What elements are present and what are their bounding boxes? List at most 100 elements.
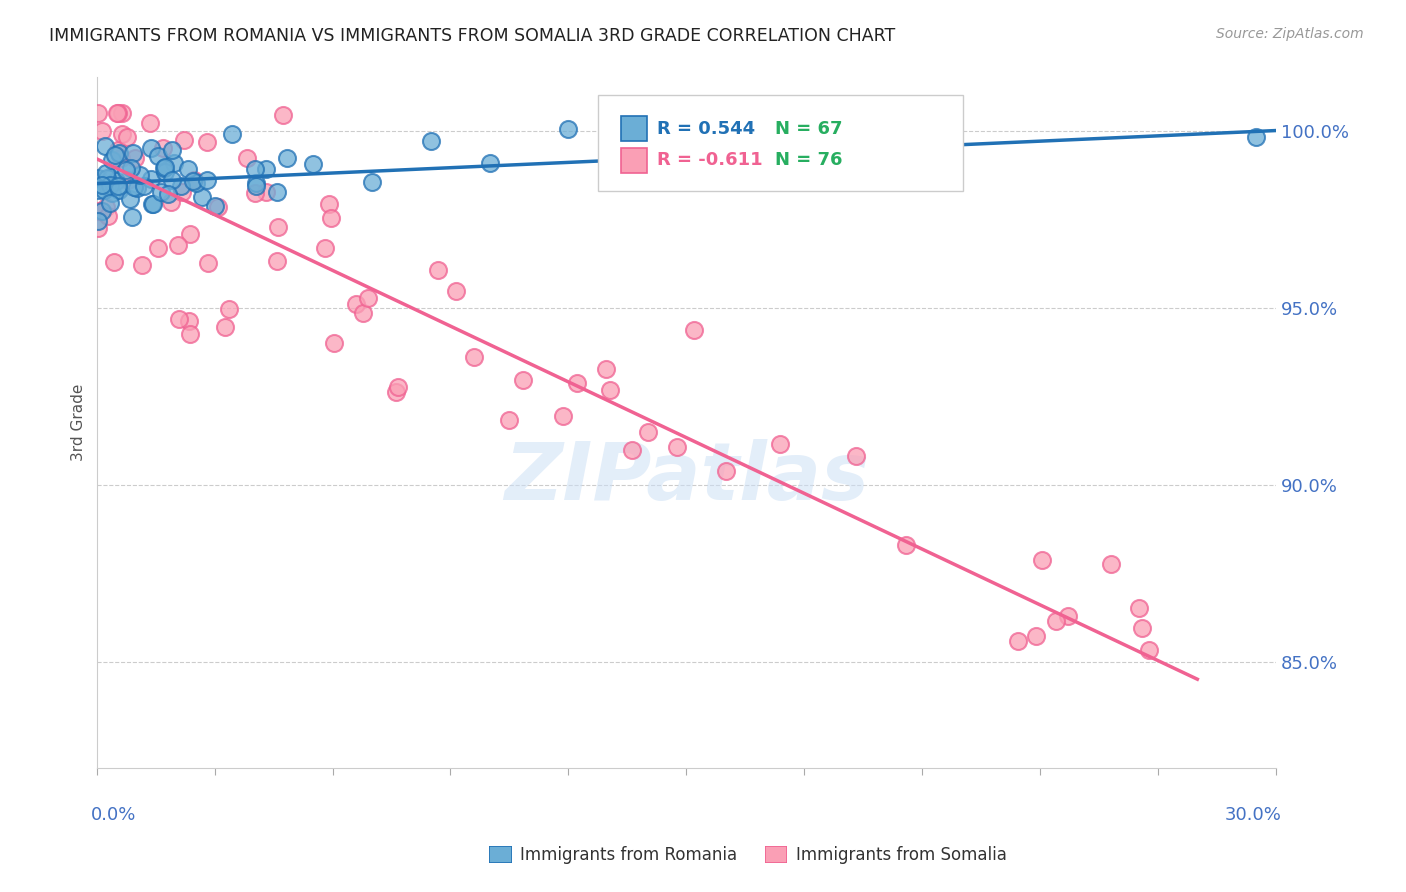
Point [94, 139, 117, 153]
Text: R = 0.544: R = 0.544 [657, 120, 755, 137]
Point [845, 449, 868, 463]
Point [122, 145, 145, 160]
Text: 30.0%: 30.0% [1225, 805, 1282, 823]
Point [478, 156, 501, 170]
Text: Immigrants from Romania: Immigrants from Romania [520, 846, 737, 863]
Point [149, 186, 172, 200]
Point [551, 409, 574, 423]
Point [599, 383, 621, 397]
Point [153, 161, 176, 175]
Point [87, 183, 110, 197]
Point [87, 213, 110, 227]
Text: Source: ZipAtlas.com: Source: ZipAtlas.com [1216, 27, 1364, 41]
Point [191, 190, 214, 204]
Point [146, 241, 169, 255]
Text: R = -0.611: R = -0.611 [657, 152, 762, 169]
Point [132, 178, 155, 193]
Point [1007, 634, 1029, 648]
Point [267, 220, 290, 235]
Point [498, 413, 520, 427]
Point [115, 130, 138, 145]
Point [595, 362, 617, 376]
Point [666, 440, 689, 454]
Point [98, 196, 121, 211]
Point [141, 172, 163, 186]
Text: 0.0%: 0.0% [91, 805, 136, 823]
Point [152, 141, 174, 155]
Point [387, 380, 409, 394]
Point [1137, 643, 1160, 657]
Point [125, 180, 148, 194]
Point [141, 141, 163, 155]
Point [103, 255, 125, 269]
Point [637, 425, 659, 439]
Point [557, 122, 579, 136]
Point [204, 199, 226, 213]
Point [100, 171, 122, 186]
Point [384, 385, 406, 400]
Point [111, 127, 134, 141]
Point [236, 151, 259, 165]
FancyBboxPatch shape [621, 116, 647, 141]
Point [160, 144, 183, 158]
Text: N = 67: N = 67 [775, 120, 842, 137]
Point [254, 186, 277, 200]
Point [121, 210, 143, 224]
Point [254, 161, 277, 176]
Text: Immigrants from Somalia: Immigrants from Somalia [796, 846, 1007, 863]
Point [218, 301, 240, 316]
Point [183, 173, 205, 187]
Point [276, 151, 298, 165]
Point [769, 437, 792, 451]
Point [160, 195, 183, 210]
Point [107, 183, 129, 197]
Point [186, 176, 208, 190]
Point [101, 153, 124, 167]
Point [117, 172, 139, 186]
Point [115, 162, 138, 177]
Point [302, 157, 325, 171]
Point [141, 197, 163, 211]
Point [97, 209, 120, 223]
Point [110, 151, 132, 165]
Point [170, 185, 193, 199]
Point [214, 319, 236, 334]
Point [565, 376, 588, 391]
Point [419, 134, 441, 148]
Point [96, 171, 118, 186]
Point [716, 464, 738, 478]
FancyBboxPatch shape [598, 95, 963, 191]
Point [160, 173, 183, 187]
Point [322, 336, 344, 351]
Point [195, 135, 218, 149]
Text: N = 76: N = 76 [775, 152, 842, 169]
Point [356, 291, 378, 305]
Point [120, 161, 142, 175]
Point [894, 538, 917, 552]
Point [129, 168, 152, 182]
Point [195, 173, 218, 187]
Point [314, 241, 336, 255]
Point [444, 284, 467, 298]
Y-axis label: 3rd Grade: 3rd Grade [72, 384, 86, 461]
Point [146, 148, 169, 162]
Point [96, 178, 118, 193]
Point [93, 184, 115, 198]
Point [427, 263, 450, 277]
Point [754, 155, 776, 169]
Text: IMMIGRANTS FROM ROMANIA VS IMMIGRANTS FROM SOMALIA 3RD GRADE CORRELATION CHART: IMMIGRANTS FROM ROMANIA VS IMMIGRANTS FR… [49, 27, 896, 45]
Point [124, 180, 146, 194]
Point [1031, 553, 1053, 567]
Point [512, 373, 534, 387]
Text: ZIPatlas: ZIPatlas [503, 439, 869, 516]
Point [107, 143, 129, 157]
Point [1025, 629, 1047, 643]
Point [167, 312, 190, 326]
Point [107, 179, 129, 194]
Point [243, 186, 266, 200]
Point [319, 211, 342, 225]
FancyBboxPatch shape [621, 148, 647, 173]
Point [118, 193, 141, 207]
Point [344, 297, 367, 311]
Point [90, 124, 112, 138]
